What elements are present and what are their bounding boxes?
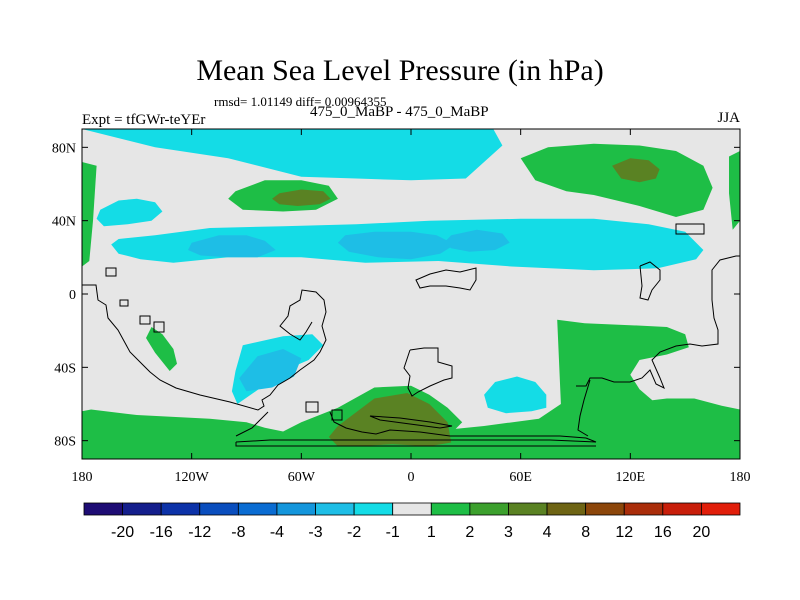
colorbar-label: 2 <box>465 524 474 541</box>
colorbar-swatch <box>662 502 702 516</box>
coastline-path <box>639 261 661 301</box>
coastline-path <box>105 267 117 277</box>
coastline-path <box>369 415 453 429</box>
experiment-subtitle: 475_0_MaBP - 475_0_MaBP <box>310 104 489 120</box>
rmsd-stats: rmsd= 1.01149 diff= 0.00964355 <box>214 94 387 109</box>
coastline-path <box>675 223 705 235</box>
colorbar-label: 20 <box>693 524 711 541</box>
x-tick-label: 60W <box>288 470 316 485</box>
contour-regions <box>82 129 740 459</box>
season-label: JJA <box>717 110 740 126</box>
colorbar: -20 -16 -12 -8 -4 -3 -2 -1 1 2 3 4 8 12 16 20 <box>83 502 741 541</box>
colorbar-swatch <box>546 502 587 516</box>
y-tick-label: 80N <box>52 141 76 156</box>
contour-region-17 <box>328 393 452 447</box>
colorbar-label: 3 <box>504 524 513 541</box>
x-axis: 180 120W 60W 0 60E 120E 180 <box>72 129 751 485</box>
y-tick-label: 0 <box>69 288 76 303</box>
colorbar-swatch <box>353 502 394 516</box>
contour-region-1 <box>729 151 740 230</box>
x-tick-label: 180 <box>72 470 93 485</box>
chart-title: Mean Sea Level Pressure (in hPa) <box>196 54 604 87</box>
contour-region-16 <box>82 319 740 459</box>
x-tick-label: 180 <box>730 470 751 485</box>
contour-region-6 <box>82 129 503 181</box>
colorbar-swatch <box>469 502 509 516</box>
colorbar-label: -3 <box>308 524 322 541</box>
colorbar-swatch <box>430 502 471 516</box>
colorbar-label: 8 <box>581 524 590 541</box>
coastline-path <box>415 267 477 291</box>
coastline-path <box>119 299 129 307</box>
coastline-path <box>305 401 319 413</box>
colorbar-swatch <box>508 502 548 516</box>
colorbar-label: -12 <box>188 524 211 541</box>
colorbar-label: 12 <box>615 524 633 541</box>
coastline-path <box>153 321 165 333</box>
x-tick-label: 120E <box>616 470 646 485</box>
coastline-path <box>235 411 597 443</box>
colorbar-label: 1 <box>427 524 436 541</box>
colorbar-swatch <box>585 502 625 516</box>
colorbar-swatch <box>276 502 316 516</box>
contour-region-15 <box>146 327 177 371</box>
colorbar-swatch <box>623 502 664 516</box>
colorbar-swatch <box>83 502 123 516</box>
contour-region-3 <box>272 189 331 206</box>
coastline-path <box>235 411 269 437</box>
colorbar-label: -8 <box>231 524 245 541</box>
colorbar-swatch <box>237 502 278 516</box>
colorbar-label: -16 <box>150 524 173 541</box>
colorbar-label: -4 <box>270 524 284 541</box>
coastline <box>82 223 740 447</box>
y-tick-label: 80S <box>54 435 76 450</box>
coastline-path <box>139 315 151 325</box>
contour-region-0 <box>82 162 97 267</box>
colorbar-swatch <box>315 502 355 516</box>
contour-region-9 <box>188 235 276 258</box>
colorbar-label: 16 <box>654 524 672 541</box>
experiment-label: Expt = tfGWr-teYEr <box>82 112 206 128</box>
coastline-path <box>403 347 453 397</box>
contour-region-7 <box>96 198 163 227</box>
x-tick-label: 0 <box>408 470 415 485</box>
colorbar-swatch <box>701 502 741 516</box>
colorbar-swatch <box>392 502 432 516</box>
x-tick-label: 120W <box>175 470 210 485</box>
y-tick-label: 40S <box>54 361 76 376</box>
coastline-path <box>82 284 327 411</box>
colorbar-label: -2 <box>347 524 361 541</box>
colorbar-swatch <box>122 502 162 516</box>
contour-region-13 <box>239 349 302 392</box>
contour-region-4 <box>520 143 713 217</box>
coastline-path <box>235 442 596 447</box>
colorbar-label: -1 <box>386 524 400 541</box>
colorbar-swatch <box>199 502 239 516</box>
x-tick-label: 60E <box>509 470 532 485</box>
y-axis: 80N 40N 0 40S 80S <box>52 141 740 450</box>
coastline-path <box>577 379 591 437</box>
colorbar-label: -20 <box>111 524 134 541</box>
colorbar-label: 4 <box>543 524 552 541</box>
contour-region-5 <box>612 158 660 183</box>
contour-region-10 <box>337 231 455 260</box>
y-tick-label: 40N <box>52 215 76 230</box>
contour-region-14 <box>484 376 547 414</box>
coastline-path <box>576 255 740 390</box>
colorbar-swatch <box>160 502 201 516</box>
contour-region-11 <box>443 229 510 252</box>
